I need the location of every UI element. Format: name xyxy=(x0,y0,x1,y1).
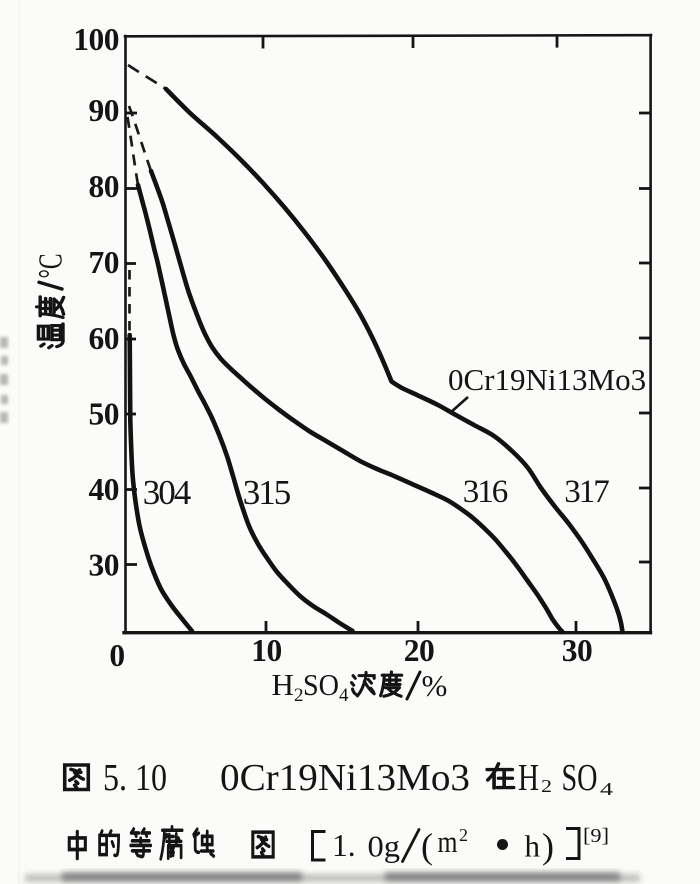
svg-text:2: 2 xyxy=(541,776,552,796)
svg-text:70: 70 xyxy=(89,245,120,280)
svg-text:4: 4 xyxy=(339,685,349,706)
svg-text:H: H xyxy=(518,757,539,799)
svg-text:H: H xyxy=(272,667,294,702)
svg-text:60: 60 xyxy=(89,321,120,356)
svg-text:h: h xyxy=(525,829,541,864)
svg-text:0Cr19Ni13Mo3: 0Cr19Ni13Mo3 xyxy=(220,757,470,799)
svg-text:50: 50 xyxy=(89,397,120,432)
svg-text:(: ( xyxy=(421,826,433,866)
svg-text:0g: 0g xyxy=(368,829,401,864)
svg-text:): ) xyxy=(542,826,554,866)
svg-text:0Cr19Ni13Mo3: 0Cr19Ni13Mo3 xyxy=(448,362,646,397)
svg-text:0: 0 xyxy=(109,638,124,673)
svg-text:2: 2 xyxy=(459,825,468,845)
svg-text:SO: SO xyxy=(562,757,598,799)
svg-text:316: 316 xyxy=(463,474,508,510)
svg-text:304: 304 xyxy=(143,473,191,512)
svg-text:40: 40 xyxy=(89,472,120,507)
svg-text:2: 2 xyxy=(294,685,304,706)
svg-text:10: 10 xyxy=(251,633,282,668)
svg-text:5. 10: 5. 10 xyxy=(103,757,167,799)
svg-text:317: 317 xyxy=(564,474,609,510)
svg-text:30: 30 xyxy=(89,548,120,583)
svg-text:%: % xyxy=(422,668,448,703)
svg-text:100: 100 xyxy=(73,22,119,57)
svg-text:1.: 1. xyxy=(332,828,356,863)
svg-text:m: m xyxy=(438,824,458,859)
svg-text:°C: °C xyxy=(33,254,70,279)
svg-text:90: 90 xyxy=(89,93,120,128)
svg-text:SO: SO xyxy=(303,667,339,702)
svg-text:80: 80 xyxy=(89,169,120,204)
svg-text:20: 20 xyxy=(404,633,435,668)
svg-text:[9]: [9] xyxy=(583,825,609,847)
svg-text:315: 315 xyxy=(243,473,291,512)
svg-text:4: 4 xyxy=(600,779,613,799)
svg-text:30: 30 xyxy=(562,633,593,668)
